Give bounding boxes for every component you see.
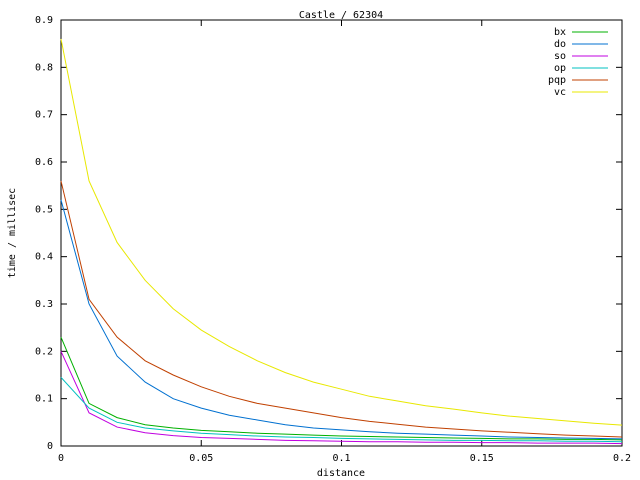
y-tick-label: 0 — [47, 441, 53, 452]
legend-label: op — [554, 63, 566, 74]
legend-label: so — [554, 51, 566, 62]
series-line — [60, 351, 623, 445]
y-tick-label: 0.8 — [35, 62, 53, 73]
legend-label: bx — [554, 27, 566, 38]
series-line — [60, 180, 623, 438]
x-tick-label: 0.1 — [332, 453, 350, 464]
y-tick-label: 0.4 — [35, 252, 53, 263]
series-line — [60, 38, 623, 426]
y-tick-label: 0.5 — [35, 204, 53, 215]
legend-label: do — [554, 39, 566, 50]
x-tick-label: 0.15 — [470, 453, 494, 464]
y-axis-label: time / millisec — [7, 188, 18, 278]
legend-label: vc — [554, 87, 566, 98]
x-tick-label: 0 — [58, 453, 64, 464]
x-tick-label: 0.2 — [613, 453, 631, 464]
y-tick-label: 0.1 — [35, 394, 53, 405]
chart-title: Castle / 62304 — [299, 10, 383, 21]
y-tick-label: 0.2 — [35, 346, 53, 357]
series-line — [60, 199, 623, 440]
y-tick-label: 0.3 — [35, 299, 53, 310]
series-line — [60, 377, 623, 443]
y-tick-label: 0.7 — [35, 110, 53, 121]
legend-label: pqp — [548, 75, 566, 86]
x-tick-label: 0.05 — [189, 453, 213, 464]
y-tick-label: 0.9 — [35, 15, 53, 26]
series-line — [60, 336, 623, 441]
x-axis-label: distance — [317, 468, 365, 479]
y-tick-label: 0.6 — [35, 157, 53, 168]
